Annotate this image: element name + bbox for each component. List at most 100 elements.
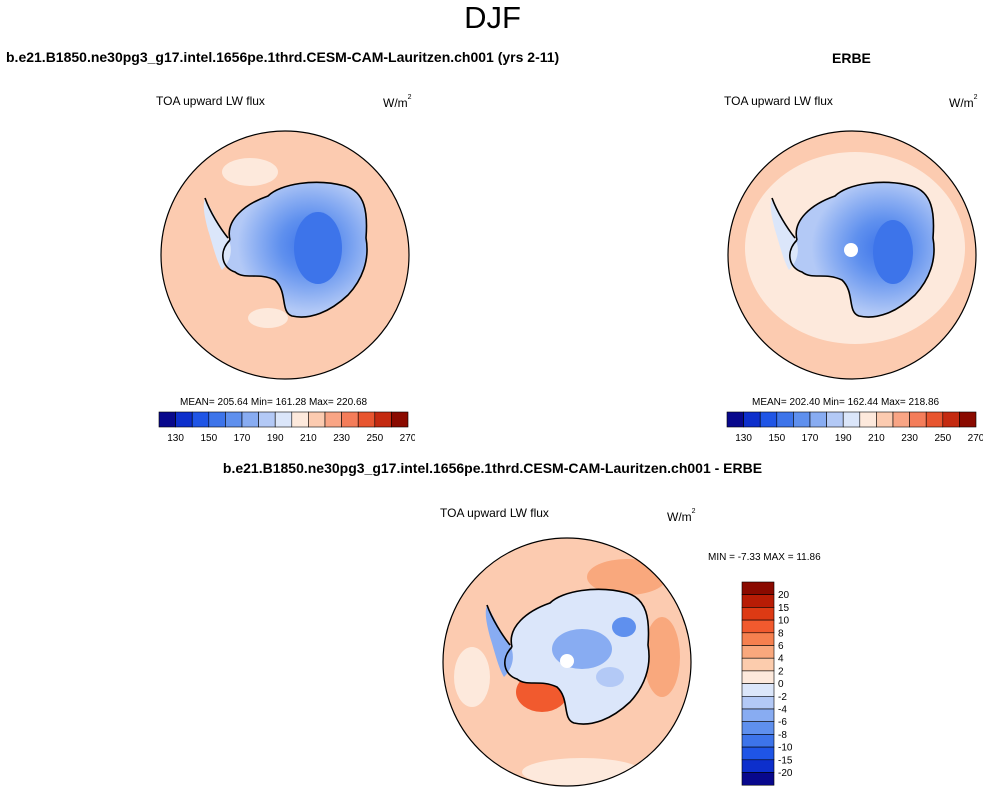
colorbar-box [726, 411, 744, 428]
colorbar-box [208, 411, 226, 428]
colorbar-box [741, 696, 775, 710]
coastline [486, 588, 650, 725]
colorbar-box [741, 746, 775, 761]
map-boundary [727, 130, 977, 380]
warm-anomaly-patch [644, 617, 680, 697]
colorbar-box [741, 708, 775, 722]
colorbar-tick-label: 15 [778, 603, 790, 614]
colorbar-box [741, 632, 775, 646]
colorbar-box [842, 411, 861, 428]
colorbar-tick-label: 2 [778, 666, 784, 677]
colorbar-box [741, 721, 775, 735]
cold-core [294, 212, 342, 284]
model-variable-label: TOA upward LW flux [156, 94, 265, 108]
neutral-patch [454, 647, 490, 707]
colorbar-tick-label: 20 [778, 590, 790, 601]
colorbar-box [308, 411, 326, 428]
obs-colorbar: 130 150 170 190 210 230 250 270 [726, 411, 983, 444]
colorbar-tick-label: 150 [200, 433, 217, 444]
colorbar-tick-label: -4 [778, 705, 787, 716]
antarctica-field [789, 182, 935, 318]
colorbar-box [925, 411, 944, 428]
colorbar-tick-label: 250 [934, 433, 951, 444]
colorbar-tick-label: -20 [778, 768, 793, 779]
season-title: DJF [464, 0, 521, 35]
coastline [204, 181, 368, 318]
colorbar-box [291, 411, 309, 428]
diff-panel-title: b.e21.B1850.ne30pg3_g17.intel.1656pe.1th… [222, 460, 763, 476]
colorbar-tick-label: 10 [778, 616, 790, 627]
colorbar-box [741, 607, 775, 621]
colorbar-box [391, 411, 409, 428]
colorbar-tick-label: -2 [778, 692, 787, 703]
colorbar-tick-label: 130 [735, 433, 752, 444]
colorbar-tick-label: 170 [234, 433, 251, 444]
colorbar-tick-label: -15 [778, 755, 793, 766]
colorbar-tick-label: 170 [802, 433, 819, 444]
colorbar-box [741, 619, 775, 634]
colorbar-box [324, 411, 342, 428]
colorbar-box [258, 411, 276, 428]
colorbar-tick-label: 190 [267, 433, 284, 444]
colorbar-box [175, 411, 193, 428]
diff-stats: MIN = -7.33 MAX = 11.86 [708, 552, 821, 563]
pole-hole [560, 654, 574, 668]
colorbar-box [759, 411, 778, 428]
colorbar-tick-label: -10 [778, 743, 793, 754]
colorbar-box [959, 411, 977, 428]
colorbar-tick-label: 4 [778, 654, 784, 665]
colorbar-box [776, 411, 794, 428]
cool-anomaly [612, 617, 636, 637]
obs-units-label: W/m2 [949, 94, 978, 110]
colorbar-box [741, 759, 775, 773]
colorbar-box [876, 411, 894, 428]
colorbar-tick-label: 270 [400, 433, 415, 444]
colorbar-box [191, 411, 210, 428]
model-colorbar: 130 150 170 190 210 230 250 270 [158, 411, 415, 444]
colorbar-box [741, 683, 775, 697]
colorbar-box [743, 411, 761, 428]
colorbar-tick-label: 0 [778, 679, 784, 690]
cool-anomaly [596, 667, 624, 687]
colorbar-box [741, 645, 775, 659]
obs-stats: MEAN= 202.40 Min= 162.44 Max= 218.86 [752, 397, 940, 408]
colorbar-box [158, 411, 176, 428]
diff-variable-label: TOA upward LW flux [440, 506, 549, 520]
cold-core [873, 220, 913, 284]
colorbar-box [741, 670, 775, 684]
diff-units-label: W/m2 [667, 508, 696, 524]
colorbar-box [374, 411, 392, 428]
colorbar-box [741, 594, 775, 608]
map-boundary [442, 537, 692, 787]
colorbar-tick-label: 250 [366, 433, 383, 444]
warm-anomaly-patch [222, 158, 278, 186]
colorbar-box [826, 411, 844, 428]
peninsula-field [485, 605, 513, 677]
colorbar-tick-label: 8 [778, 628, 784, 639]
coastline [771, 181, 935, 318]
pole-hole [844, 243, 858, 257]
colorbar-box [909, 411, 927, 428]
colorbar-tick-label: -6 [778, 717, 787, 728]
peninsula-field [203, 198, 231, 270]
colorbar-tick-label: 230 [901, 433, 918, 444]
colorbar-tick-label: 190 [835, 433, 852, 444]
colorbar-box [741, 734, 775, 748]
colorbar-box [225, 411, 243, 428]
colorbar-tick-label: 210 [868, 433, 885, 444]
colorbar-tick-label: 270 [968, 433, 983, 444]
colorbar-box [341, 411, 359, 428]
peninsula-field [770, 198, 798, 270]
obs-polar-map [727, 130, 977, 380]
model-panel-title: b.e21.B1850.ne30pg3_g17.intel.1656pe.1th… [6, 49, 560, 65]
colorbar-box [357, 411, 376, 428]
colorbar-box [741, 772, 775, 786]
warm-anomaly-patch [248, 308, 288, 328]
model-units-label: W/m2 [383, 94, 412, 110]
colorbar-tick-label: 210 [300, 433, 317, 444]
model-stats: MEAN= 205.64 Min= 161.28 Max= 220.68 [180, 397, 368, 408]
colorbar-tick-label: 230 [333, 433, 350, 444]
colorbar-box [892, 411, 910, 428]
colorbar-box [859, 411, 877, 428]
